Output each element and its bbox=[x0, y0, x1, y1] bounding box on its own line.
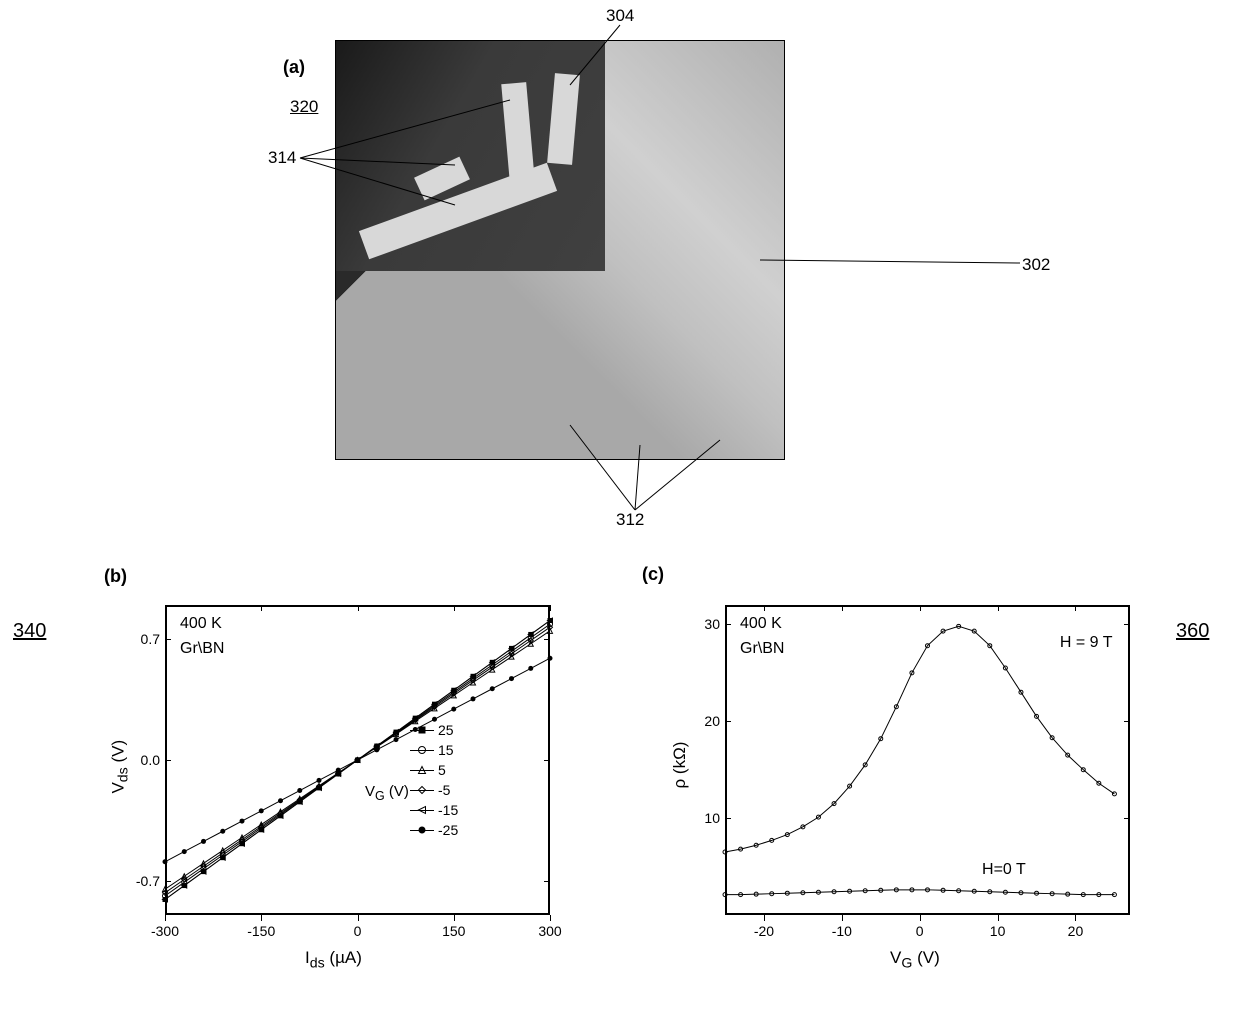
chart-b-container: Vds (V) Ids (µA) 400 K Gr\BN 25155-5-15-… bbox=[95, 590, 565, 980]
callout-314: 314 bbox=[268, 148, 296, 168]
panel-c-label: (c) bbox=[642, 564, 664, 585]
callout-302: 302 bbox=[1022, 255, 1050, 275]
panel-a-figref: 320 bbox=[290, 97, 318, 117]
panel-b-figref: 340 bbox=[13, 620, 46, 643]
panel-a-label: (a) bbox=[283, 57, 305, 78]
chart-b-plot bbox=[165, 605, 550, 915]
chart-c-container: ρ (kΩ) VG (V) 400 K Gr\BN -20-1001020102… bbox=[650, 590, 1150, 980]
panel-b-label: (b) bbox=[104, 566, 127, 587]
chart-c-ylabel: ρ (kΩ) bbox=[670, 735, 690, 795]
callout-312: 312 bbox=[616, 510, 644, 530]
panel-c-figref: 360 bbox=[1176, 620, 1209, 643]
chart-b-xlabel: Ids (µA) bbox=[305, 948, 362, 971]
callout-304: 304 bbox=[606, 6, 634, 26]
chart-c-xlabel: VG (V) bbox=[890, 948, 940, 971]
panel-a-micrograph bbox=[335, 40, 785, 460]
